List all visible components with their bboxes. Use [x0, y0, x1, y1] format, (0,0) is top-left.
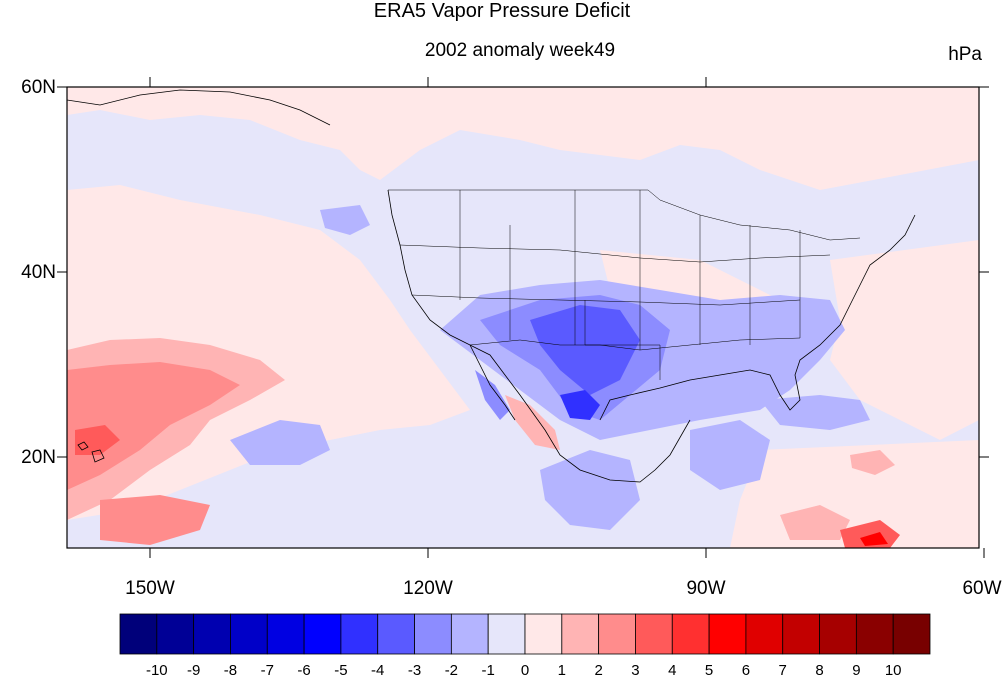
field-pos-mild-carib-e — [850, 450, 895, 475]
colorbar-swatch — [524, 613, 563, 655]
map-title: ERA5 Vapor Pressure Deficit — [373, 0, 631, 22]
field-pos-mild-carib — [780, 505, 850, 540]
colorbar-label: -6 — [297, 662, 311, 679]
field-neg-strongest-mx — [560, 390, 600, 420]
state-boundaries — [388, 189, 861, 380]
field-neg-mild-mx — [540, 450, 640, 530]
field-pos-atlantic — [830, 240, 979, 440]
field-neg-baja — [475, 370, 510, 420]
colorbar-swatch — [230, 613, 268, 655]
lat-tick-20n: 20N — [21, 447, 56, 468]
colorbar-swatch — [782, 613, 820, 655]
colorbar-label: 6 — [741, 662, 751, 679]
map-subtitle: 2002 anomaly week49 — [424, 40, 616, 61]
colorbar-label: 3 — [631, 662, 640, 679]
colorbar-swatch — [450, 613, 489, 655]
colorbar-label: -8 — [223, 662, 238, 679]
coast-west-us — [387, 189, 691, 483]
map-frame — [66, 86, 980, 549]
colorbar-swatch — [193, 613, 231, 655]
field-neg-mild-nw — [320, 205, 370, 235]
field-pos-extreme-carib — [860, 532, 888, 546]
colorbar-label: -4 — [371, 662, 385, 679]
colorbar-label: -3 — [407, 662, 422, 679]
units-label: hPa — [948, 44, 982, 65]
anomaly-field — [67, 87, 979, 548]
colorbar-swatch — [156, 613, 195, 655]
colorbar-swatch — [119, 613, 158, 655]
colorbar-swatch — [377, 613, 415, 655]
field-neg-strong-nm — [530, 305, 640, 395]
colorbar-label: 2 — [594, 662, 603, 679]
lat-tick-60n: 60N — [21, 77, 56, 98]
colorbar-swatch — [892, 613, 931, 655]
field-pos-north — [67, 87, 979, 190]
field-neg-mild-pacific — [230, 420, 330, 465]
colorbar-swatch — [708, 613, 747, 655]
colorbar-label: 1 — [557, 662, 566, 679]
lon-tick-90w: 90W — [686, 578, 726, 599]
colorbar-label: -10 — [145, 662, 168, 679]
coast-baja — [469, 344, 516, 421]
colorbar-swatch — [635, 613, 673, 655]
colorbar-label: -7 — [260, 662, 274, 679]
colorbar-swatch — [598, 613, 636, 655]
colorbar-swatch — [340, 613, 379, 655]
coastlines — [67, 89, 916, 483]
lon-tick-120w: 120W — [403, 578, 453, 599]
field-pos-mod-pacific-s — [100, 495, 210, 545]
colorbar-swatch — [819, 613, 857, 655]
lat-tick-40n: 40N — [21, 262, 56, 283]
colorbar-swatch — [303, 613, 342, 655]
field-neg-mild-gulf — [690, 420, 770, 490]
axis-ticks — [57, 77, 989, 558]
colorbar-label: 10 — [884, 662, 902, 679]
colorbar-label: -2 — [444, 662, 459, 679]
lon-tick-150w: 150W — [125, 578, 175, 599]
coast-gulf — [599, 214, 916, 421]
colorbar-swatch — [487, 613, 526, 655]
colorbar-swatch — [855, 613, 894, 655]
coast-alaska — [67, 89, 331, 126]
colorbar-label: -1 — [481, 662, 495, 679]
field-neg-mild-fl — [760, 395, 870, 430]
colorbar-swatch — [414, 613, 452, 655]
colorbar-swatch — [266, 613, 305, 655]
colorbar-swatch — [561, 613, 600, 655]
colorbar-label: 5 — [704, 662, 714, 679]
colorbar-swatch — [671, 613, 710, 655]
colorbar-label: 0 — [520, 662, 530, 679]
colorbar-label: 9 — [852, 662, 861, 679]
colorbar-label: -5 — [334, 662, 348, 679]
colorbar-label: 8 — [815, 662, 824, 679]
colorbar-label: 7 — [778, 662, 787, 679]
colorbar-label: 4 — [668, 662, 677, 679]
field-pos-mild-baja — [505, 395, 560, 450]
colorbar-swatch — [745, 613, 784, 655]
lon-tick-60w: 60W — [962, 578, 1002, 599]
coast-hawaii — [77, 441, 105, 463]
field-pos-mod-pacific — [67, 362, 240, 490]
colorbar-label: -9 — [186, 662, 201, 679]
